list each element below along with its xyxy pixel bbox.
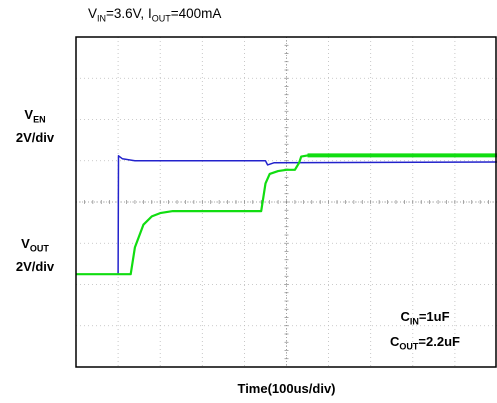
ven-axis-label: VEN 2V/div: [15, 107, 55, 145]
trace-v-en: [76, 155, 497, 275]
vout-axis-label: VOUT 2V/div: [15, 236, 55, 274]
capacitor-annotation: CIN=1uF COUT=2.2uF: [390, 309, 460, 352]
plot-border: [75, 36, 497, 368]
plot-frame: [75, 36, 497, 368]
traces: [76, 153, 497, 276]
x-axis-label: Time(100us/div): [237, 381, 336, 396]
trace-v-out: [76, 154, 497, 276]
test-condition-title: VIN=3.6V, IOUT=400mA: [88, 6, 222, 24]
